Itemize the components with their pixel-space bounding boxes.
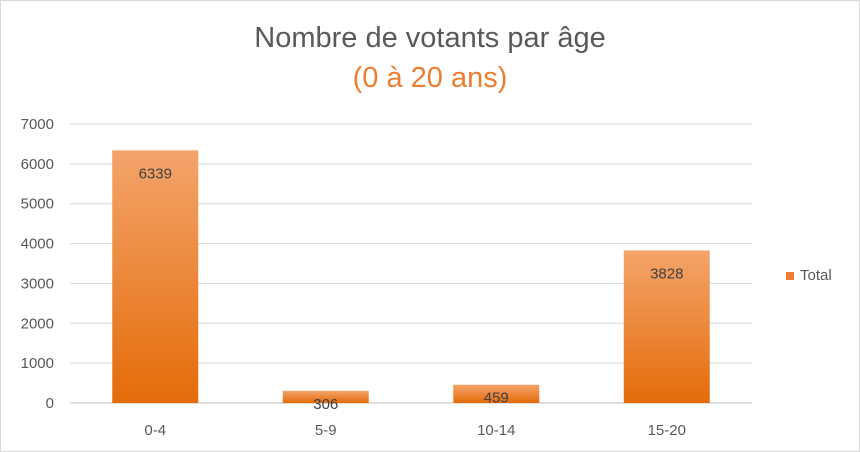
x-tick-label: 10-14 [477,422,515,439]
y-tick-label: 7000 [21,116,54,133]
bar [112,150,199,403]
bar [453,384,540,403]
legend-swatch [786,271,794,280]
legend: Total [786,267,832,284]
y-tick-label: 3000 [21,275,54,292]
y-tick-label: 5000 [21,196,54,213]
y-tick-label: 6000 [21,156,54,173]
x-tick-label: 5-9 [315,422,337,439]
y-tick-label: 4000 [21,236,54,253]
legend-label: Total [800,267,832,284]
chart-title: Nombre de votants par âge [254,22,606,54]
x-tick-label: 15-20 [648,422,686,439]
bar [282,390,369,403]
data-label: 459 [484,390,509,407]
y-tick-label: 0 [46,395,54,412]
y-tick-label: 1000 [21,355,54,372]
x-tick-label: 0-4 [144,422,166,439]
data-label: 306 [313,396,338,413]
y-tick-label: 2000 [21,315,54,332]
data-label: 3828 [650,265,683,282]
data-label: 6339 [139,165,172,182]
chart-subtitle: (0 à 20 ans) [352,62,508,94]
bar [623,250,710,403]
